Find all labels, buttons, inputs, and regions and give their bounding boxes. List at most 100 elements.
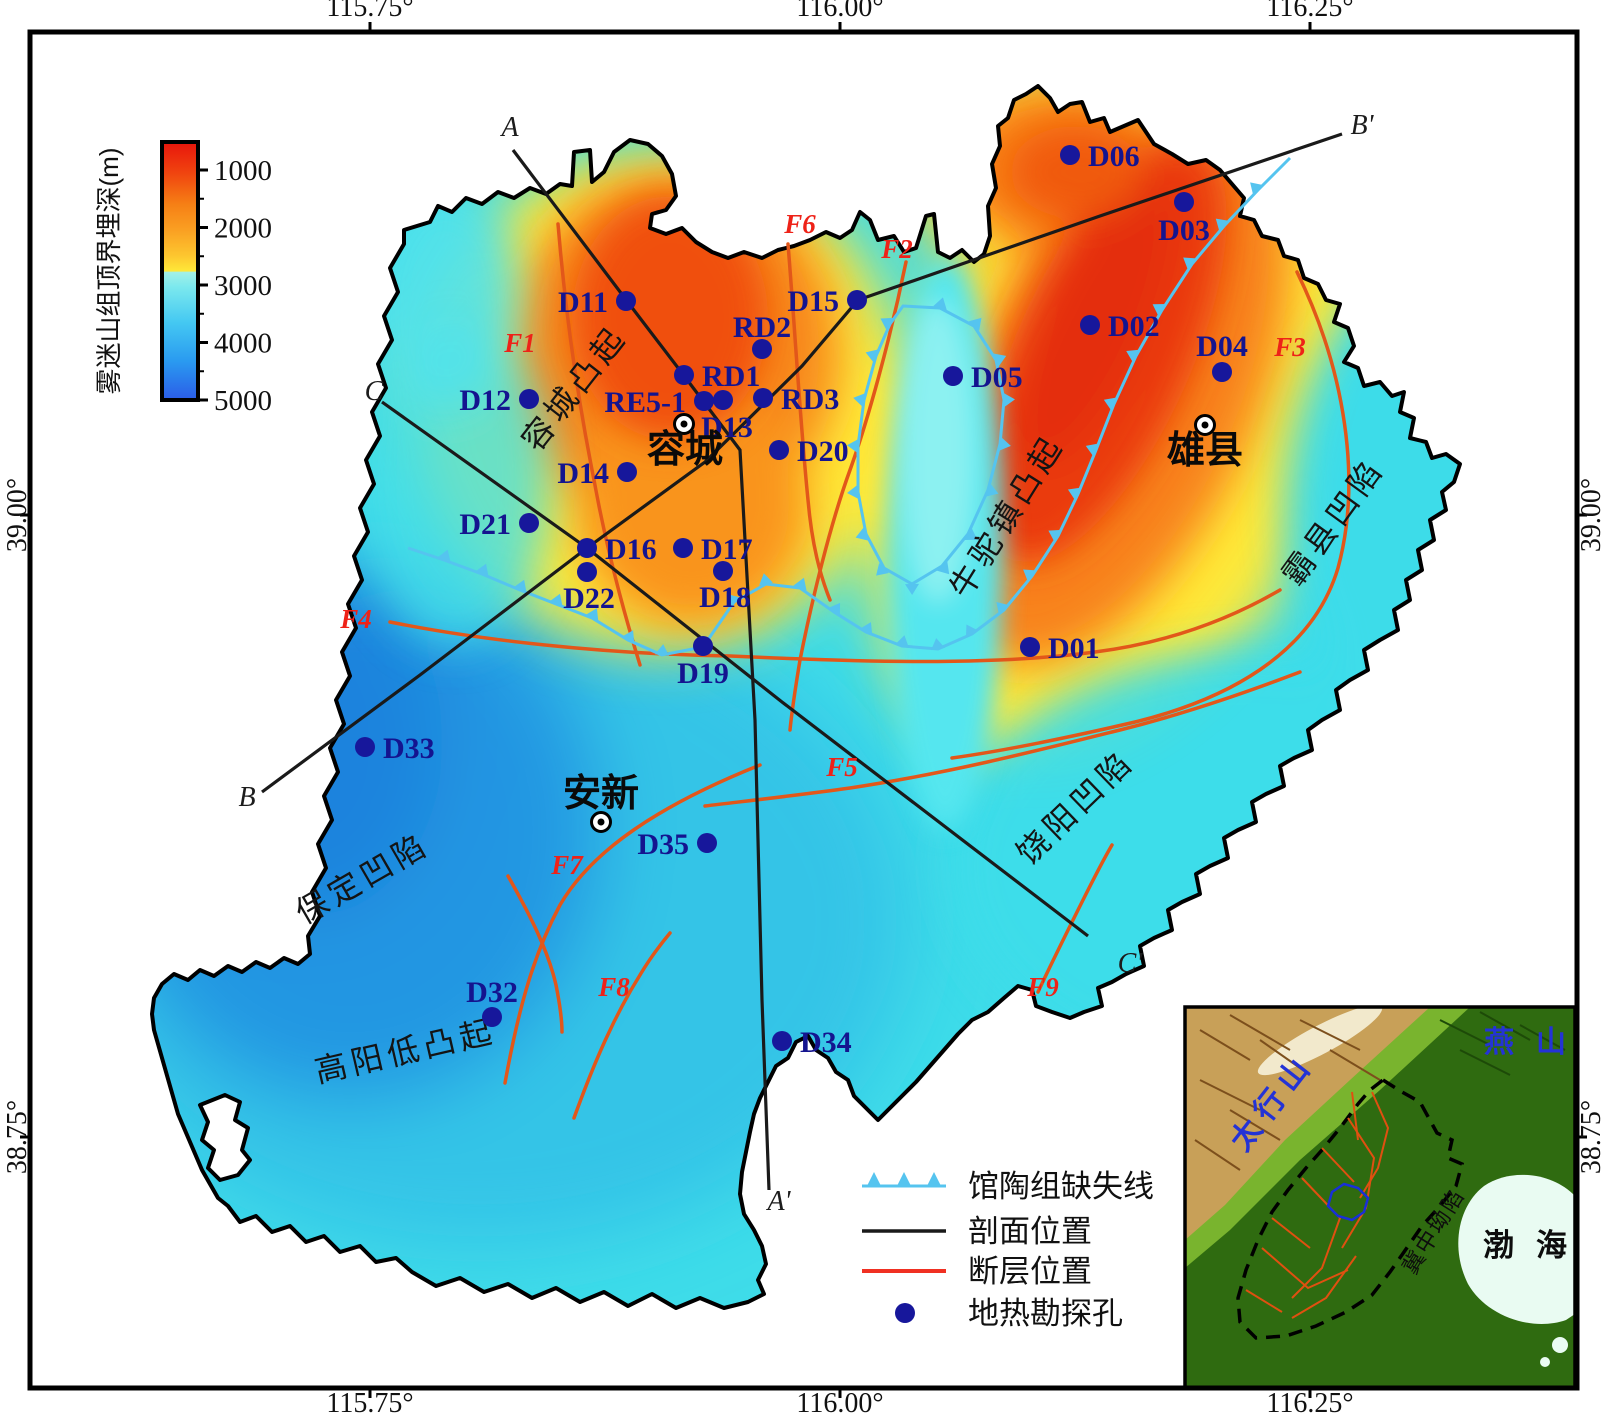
- inset-valley: [1257, 1007, 1383, 1076]
- fault-F7: [503, 763, 762, 1085]
- well-dot-D16: [577, 538, 597, 558]
- well-dot-D21: [519, 513, 539, 533]
- guantao-line-oval: [858, 306, 1004, 584]
- fault-label-F7: F7: [550, 850, 584, 880]
- fault-F9: [1036, 843, 1114, 994]
- axis-ticks: [20, 22, 1587, 1398]
- fault-label-F4: F4: [339, 604, 372, 634]
- well-label-D03: D03: [1158, 214, 1210, 247]
- well-dot-D11: [616, 291, 636, 311]
- inset-ridge-texture: [1194, 1014, 1381, 1171]
- well-dot-D22: [577, 562, 597, 582]
- well-label-D11: D11: [558, 286, 608, 319]
- fault-F5: [703, 670, 1302, 808]
- well-dot-D04: [1212, 362, 1232, 382]
- well-label-D12: D12: [459, 384, 511, 417]
- axis-top-label-1: 116.00°: [796, 0, 883, 23]
- axis-bottom-label-1: 116.00°: [796, 1388, 883, 1416]
- well-label-RD2: RD2: [733, 311, 791, 344]
- well-dot-D34: [772, 1031, 792, 1051]
- colorbar-tick-2000: 2000: [214, 213, 272, 245]
- axis-right-label-0: 39.00°: [1576, 478, 1602, 552]
- plot-frame: [27, 29, 1580, 1391]
- well-dot-D15: [847, 290, 867, 310]
- guantao-line-west: [407, 156, 1292, 657]
- section-label-A': A': [765, 1186, 791, 1217]
- well-label-D04: D04: [1196, 330, 1248, 363]
- well-label-D06: D06: [1088, 140, 1140, 173]
- well-dot-D32: [482, 1007, 502, 1027]
- inset-bohai-sea: [1458, 1174, 1575, 1324]
- fault-F8: [572, 931, 672, 1120]
- well-label-D17: D17: [701, 533, 753, 566]
- colorbar-gradient: [160, 140, 200, 402]
- section-line-B: [261, 132, 1343, 794]
- fault-F7-branch: [506, 874, 564, 1034]
- city-label-0: 容城: [647, 429, 723, 471]
- inset-label-yanshan: 燕山: [1484, 1026, 1588, 1059]
- geothermal-wells: D01 D02 D03 D04 D05 D06 D11 D12 D13 D14 D15 D16 D17 D…: [355, 140, 1248, 1059]
- legend-symbol-guantao: [862, 1172, 946, 1188]
- axis-top-label-0: 115.75°: [326, 0, 413, 23]
- well-label-D21: D21: [459, 508, 511, 541]
- well-label-D16: D16: [605, 533, 657, 566]
- inset-jizhong-boundary: [1236, 1077, 1465, 1340]
- fault-F3-F5-arc: [950, 270, 1351, 760]
- inset-location-map: 太行山 燕山 渤海 冀中坳陷: [1183, 1005, 1588, 1390]
- axis-bottom-label-2: 116.25°: [1266, 1388, 1353, 1416]
- fault-label-F6: F6: [783, 209, 816, 239]
- well-label-D01: D01: [1048, 632, 1100, 665]
- well-dot-RD2: [752, 339, 772, 359]
- city-label-1: 雄县: [1167, 430, 1243, 472]
- legend-symbol-well: [895, 1303, 915, 1323]
- well-dot-D05: [943, 366, 963, 386]
- colorbar: 1000 2000 3000 4000 5000 雾迷山组顶界埋深(m): [94, 140, 272, 417]
- guantao-missing-lines: [407, 156, 1292, 657]
- well-label-D19: D19: [677, 657, 729, 690]
- well-label-D34: D34: [800, 1026, 852, 1059]
- well-dot-D18: [713, 561, 733, 581]
- fault-label-F1: F1: [503, 328, 536, 358]
- fault-label-F2: F2: [880, 234, 913, 264]
- well-label-D02: D02: [1108, 310, 1160, 343]
- well-dot-D19: [693, 636, 713, 656]
- section-label-C: C: [365, 376, 384, 407]
- well-label-D13: D13: [701, 411, 753, 444]
- colorbar-tick-5000: 5000: [214, 385, 272, 417]
- well-dot-RD3: [753, 388, 773, 408]
- section-label-A: A: [499, 112, 519, 143]
- well-label-D05: D05: [971, 361, 1023, 394]
- inset-plain-light: [1185, 1007, 1470, 1268]
- legend-label-guantao: 馆陶组缺失线: [968, 1169, 1154, 1204]
- legend-label-well: 地热勘探孔: [968, 1296, 1123, 1331]
- section-label-B: B: [238, 782, 255, 813]
- well-label-D18: D18: [699, 581, 751, 614]
- fault-label-F5: F5: [825, 752, 858, 782]
- legend-label-fault: 断层位置: [968, 1254, 1092, 1289]
- colorbar-tick-1000: 1000: [214, 155, 272, 187]
- axis-top-label-2: 116.25°: [1266, 0, 1353, 23]
- well-label-RD1: RD1: [702, 360, 760, 393]
- well-dot-D02: [1080, 315, 1100, 335]
- city-marker-dot-2: [597, 818, 605, 826]
- well-dot-D35: [697, 833, 717, 853]
- well-label-D14: D14: [557, 457, 609, 490]
- inset-fault-net: [1245, 1091, 1390, 1319]
- colorbar-title: 雾迷山组顶界埋深(m): [94, 148, 124, 395]
- well-label-D32: D32: [466, 976, 518, 1009]
- well-label-D20: D20: [797, 435, 849, 468]
- well-label-RD3: RD3: [781, 383, 839, 416]
- city-marker-dot-1: [1201, 421, 1209, 429]
- well-label-D15: D15: [787, 285, 839, 318]
- section-label-B': B': [1350, 110, 1374, 141]
- section-label-C': C': [1118, 948, 1144, 979]
- inset-study-area-outline: [1326, 1182, 1370, 1222]
- well-dot-D20: [769, 440, 789, 460]
- axis-left-label-1: 38.75°: [2, 1100, 33, 1174]
- well-dot-D33: [355, 737, 375, 757]
- well-dot-RD1: [674, 365, 694, 385]
